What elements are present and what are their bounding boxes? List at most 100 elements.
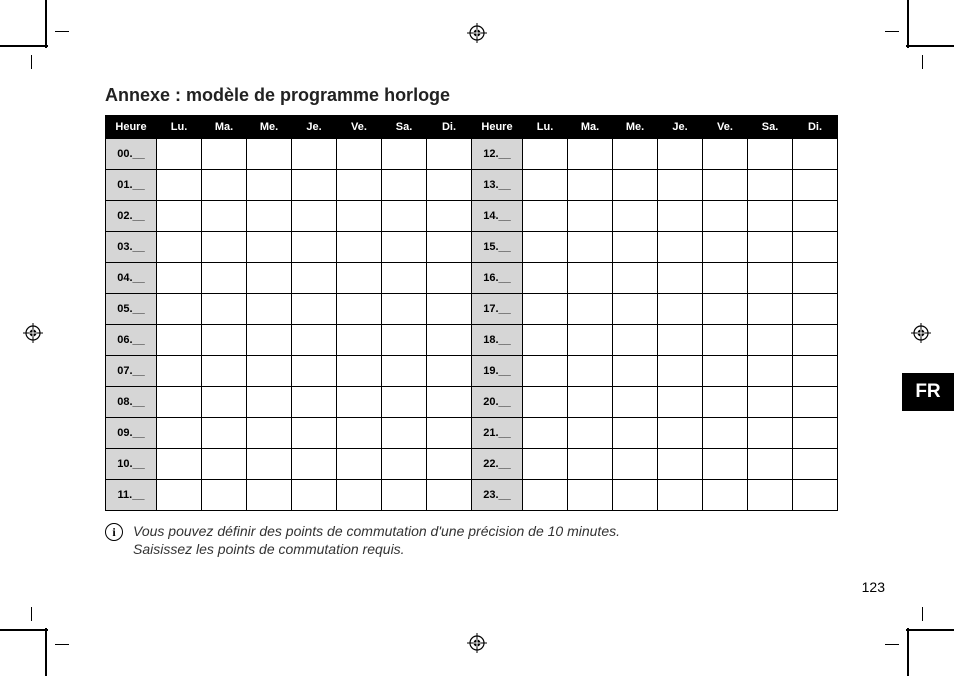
hour-cell: 17.__	[472, 294, 523, 325]
header-day: Lu.	[523, 116, 568, 139]
note-line: Saisissez les points de commutation requ…	[133, 540, 620, 558]
schedule-cell	[658, 356, 703, 387]
header-heure: Heure	[472, 116, 523, 139]
schedule-cell	[337, 201, 382, 232]
schedule-cell	[793, 449, 838, 480]
hour-cell: 23.__	[472, 480, 523, 511]
schedule-cell	[748, 325, 793, 356]
hour-cell: 13.__	[472, 170, 523, 201]
schedule-cell	[382, 418, 427, 449]
header-day: Ma.	[568, 116, 613, 139]
schedule-cell	[568, 139, 613, 170]
schedule-cell	[523, 170, 568, 201]
schedule-cell	[292, 449, 337, 480]
schedule-cell	[427, 294, 472, 325]
schedule-cell	[337, 387, 382, 418]
hour-cell: 01.__	[106, 170, 157, 201]
schedule-cell	[613, 449, 658, 480]
header-day: Je.	[292, 116, 337, 139]
schedule-cell	[658, 387, 703, 418]
hour-cell: 15.__	[472, 232, 523, 263]
schedule-cell	[523, 201, 568, 232]
page-number: 123	[862, 579, 885, 595]
schedule-cell	[157, 201, 202, 232]
schedule-cell	[292, 294, 337, 325]
hour-cell: 07.__	[106, 356, 157, 387]
schedule-cell	[247, 449, 292, 480]
schedule-cell	[523, 480, 568, 511]
schedule-cell	[382, 387, 427, 418]
schedule-cell	[568, 387, 613, 418]
schedule-cell	[382, 356, 427, 387]
schedule-cell	[613, 325, 658, 356]
schedule-cell	[748, 480, 793, 511]
schedule-cell	[427, 170, 472, 201]
schedule-cell	[247, 480, 292, 511]
schedule-cell	[202, 418, 247, 449]
schedule-cell	[337, 480, 382, 511]
schedule-cell	[658, 325, 703, 356]
schedule-cell	[337, 170, 382, 201]
hour-cell: 14.__	[472, 201, 523, 232]
schedule-cell	[703, 139, 748, 170]
header-day: Ve.	[703, 116, 748, 139]
schedule-cell	[748, 387, 793, 418]
schedule-cell	[523, 232, 568, 263]
schedule-cell	[793, 139, 838, 170]
schedule-cell	[157, 356, 202, 387]
schedule-cell	[748, 294, 793, 325]
schedule-cell	[427, 325, 472, 356]
schedule-cell	[427, 387, 472, 418]
schedule-cell	[613, 356, 658, 387]
hour-cell: 02.__	[106, 201, 157, 232]
schedule-cell	[793, 387, 838, 418]
schedule-cell	[613, 480, 658, 511]
schedule-cell	[247, 170, 292, 201]
schedule-cell	[613, 201, 658, 232]
table-row: 04.__16.__	[106, 263, 838, 294]
schedule-cell	[247, 325, 292, 356]
language-tab: FR	[902, 373, 954, 411]
schedule-cell	[157, 449, 202, 480]
schedule-cell	[568, 201, 613, 232]
table-row: 09.__21.__	[106, 418, 838, 449]
schedule-cell	[793, 418, 838, 449]
schedule-cell	[793, 170, 838, 201]
schedule-cell	[748, 418, 793, 449]
schedule-cell	[703, 232, 748, 263]
table-row: 08.__20.__	[106, 387, 838, 418]
header-day: Je.	[658, 116, 703, 139]
schedule-cell	[292, 201, 337, 232]
schedule-cell	[748, 201, 793, 232]
table-row: 03.__ 15.__	[106, 232, 838, 263]
header-day: Di.	[793, 116, 838, 139]
schedule-cell	[427, 201, 472, 232]
registration-mark	[911, 323, 931, 343]
schedule-cell	[658, 170, 703, 201]
header-day: Di.	[427, 116, 472, 139]
header-day: Ma.	[202, 116, 247, 139]
schedule-cell	[382, 449, 427, 480]
hour-cell: 03.__	[106, 232, 157, 263]
hour-cell: 10.__	[106, 449, 157, 480]
schedule-cell	[523, 418, 568, 449]
table-row: 07.__19.__	[106, 356, 838, 387]
schedule-cell	[337, 139, 382, 170]
schedule-cell	[292, 139, 337, 170]
schedule-cell	[748, 139, 793, 170]
hour-cell: 22.__	[472, 449, 523, 480]
schedule-cell	[703, 356, 748, 387]
schedule-cell	[523, 139, 568, 170]
schedule-cell	[703, 263, 748, 294]
hour-cell: 00.__	[106, 139, 157, 170]
schedule-cell	[202, 139, 247, 170]
schedule-cell	[613, 294, 658, 325]
schedule-cell	[157, 387, 202, 418]
schedule-cell	[157, 232, 202, 263]
table-row: 02.__ 14.__	[106, 201, 838, 232]
schedule-cell	[157, 325, 202, 356]
schedule-cell	[703, 201, 748, 232]
table-row: 00.__12.__	[106, 139, 838, 170]
schedule-cell	[247, 418, 292, 449]
schedule-cell	[427, 232, 472, 263]
